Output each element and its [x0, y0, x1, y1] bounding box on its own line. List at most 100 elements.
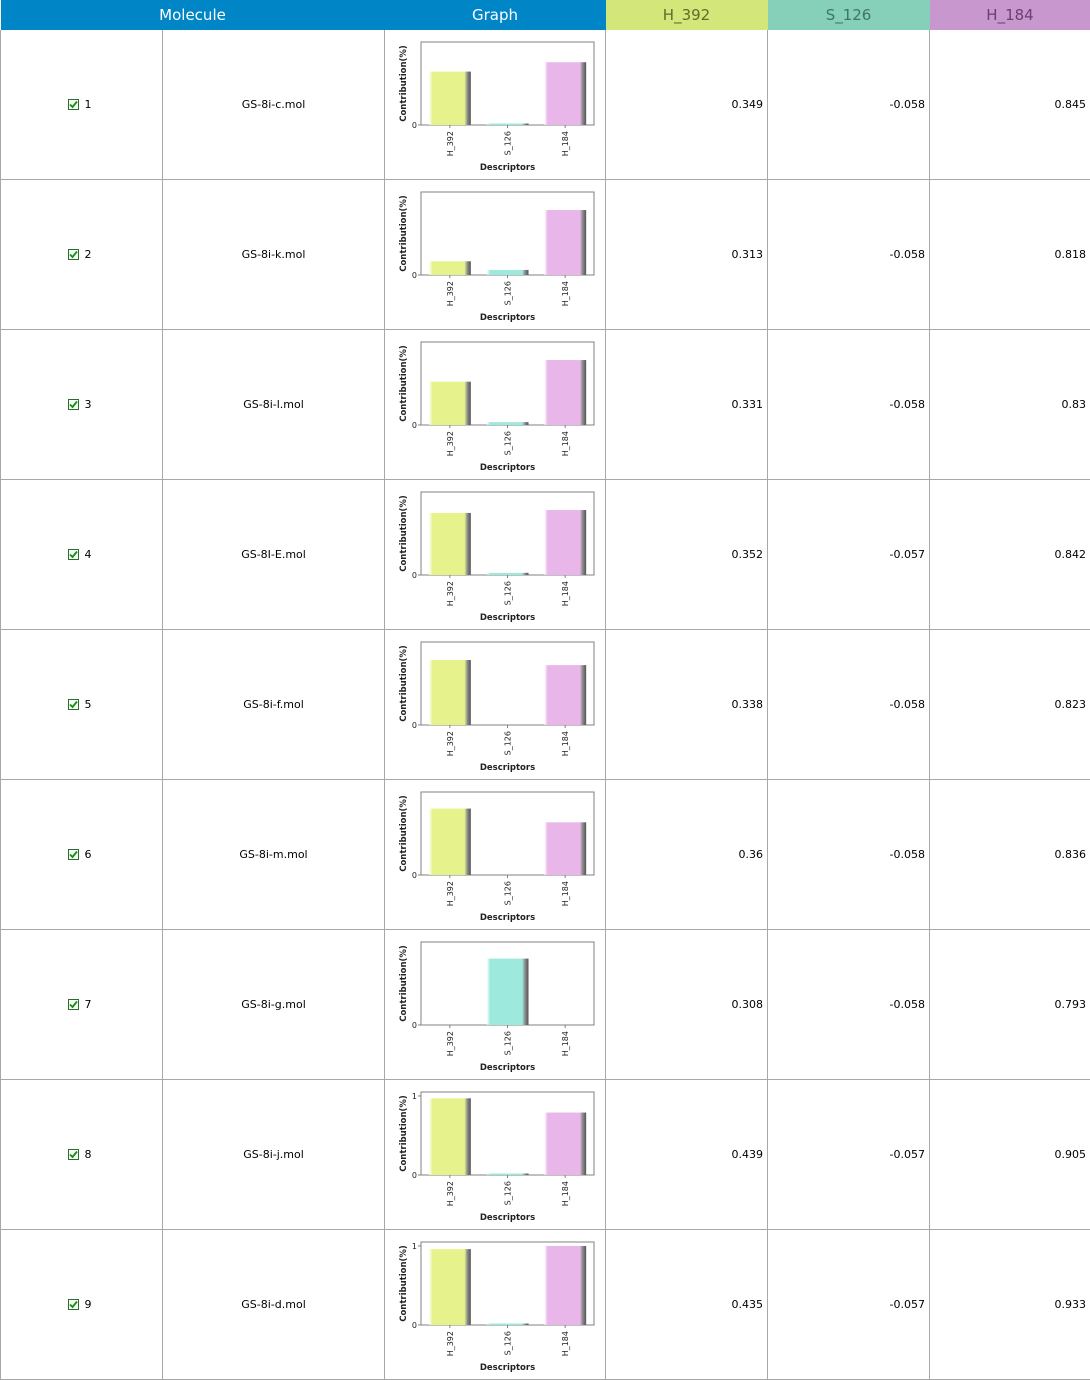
- column-header-h392[interactable]: H_392: [605, 0, 768, 30]
- column-header-molecule[interactable]: Molecule: [0, 0, 385, 30]
- contribution-chart: Contribution(%)0 1 H_392 S_126 H_184 Descript…: [399, 1241, 595, 1373]
- row-checkbox[interactable]: [67, 398, 79, 410]
- column-header-graph[interactable]: Graph: [384, 0, 606, 30]
- table-row[interactable]: 2 GS-8i-k.mol Contribution(%) 0 H_392 S_126 H_…: [0, 179, 1090, 330]
- chart-xlabel: Descriptors: [480, 613, 535, 623]
- chart-ylabel: Contribution(%): [399, 195, 409, 272]
- chart-ytick-1: 1: [412, 1091, 417, 1100]
- graph-cell: Contribution(%) 0 H_392 S_126 H_184 Descripto…: [384, 929, 607, 1080]
- table-row[interactable]: 4 GS-8I-E.mol Contribution(%) 0 H_392 S_126 H_…: [0, 479, 1090, 630]
- contribution-chart: Contribution(%)0 H_392 S_126 H_184 Descripto…: [399, 941, 595, 1073]
- chart-bar-h392: [428, 71, 471, 125]
- checkmark-icon: [68, 250, 78, 258]
- s126-value: -0.058: [767, 30, 931, 180]
- row-checkbox[interactable]: [67, 1298, 79, 1310]
- row-checkbox[interactable]: [67, 548, 79, 560]
- chart-xtick-label: H_184: [561, 431, 570, 456]
- h184-value: 0.842: [929, 479, 1090, 630]
- molecule-cell: GS-8I-E.mol: [161, 479, 386, 630]
- table-row[interactable]: 8 GS-8i-j.mol Contribution(%) 0 1 H_392 S_126 H…: [0, 1079, 1090, 1230]
- molecule-cell: GS-8i-m.mol: [161, 779, 386, 930]
- chart-xtick-label: S_126: [504, 431, 513, 455]
- chart-bar-s126: [486, 269, 529, 275]
- chart-xtick-label: H_184: [561, 131, 570, 156]
- h392-value: 0.36: [605, 779, 769, 930]
- chart-xtick-label: S_126: [504, 881, 513, 905]
- chart-xtick-label: S_126: [504, 731, 513, 755]
- graph-cell: Contribution(%) 0 H_392 S_126 H_184 Descripto…: [384, 779, 607, 930]
- row-checkbox[interactable]: [67, 998, 79, 1010]
- molecule-name: GS-8i-g.mol: [241, 998, 306, 1011]
- chart-xtick-label: H_184: [561, 731, 570, 756]
- row-number-cell: 9: [0, 1229, 163, 1380]
- column-header-h184[interactable]: H_184: [929, 0, 1090, 30]
- chart-bar-h184: [544, 61, 587, 125]
- chart-xtick-label: H_392: [446, 881, 455, 906]
- table-row[interactable]: 7 GS-8i-g.mol Contribution(%) 0 H_392 S_126 H_…: [0, 929, 1090, 1080]
- chart-ylabel: Contribution(%): [399, 795, 409, 872]
- row-checkbox[interactable]: [67, 98, 79, 110]
- checkmark-icon: [68, 400, 78, 408]
- contribution-chart: Contribution(%)0 H_392 S_126 H_184 Descripto…: [399, 341, 595, 473]
- graph-cell: Contribution(%) 0 H_392 S_126 H_184 Descripto…: [384, 179, 607, 330]
- chart-bar-h184: [544, 1112, 587, 1175]
- row-checkbox[interactable]: [67, 698, 79, 710]
- row-number-cell: 1: [0, 30, 163, 180]
- chart-xtick-label: S_126: [504, 1031, 513, 1055]
- h184-value: 0.83: [929, 329, 1090, 480]
- s126-value: -0.057: [767, 1079, 931, 1230]
- h392-value: 0.313: [605, 179, 769, 330]
- row-number: 6: [84, 847, 92, 861]
- molecule-cell: GS-8i-d.mol: [161, 1229, 386, 1380]
- row-checkbox[interactable]: [67, 248, 79, 260]
- chart-ytick-0: 0: [412, 1021, 417, 1030]
- chart-xtick-label: S_126: [504, 581, 513, 605]
- molecule-name: GS-8I-E.mol: [241, 548, 306, 561]
- chart-bar-h184: [544, 209, 587, 275]
- row-checkbox[interactable]: [67, 1148, 79, 1160]
- chart-bar-h392: [428, 659, 471, 725]
- graph-cell: Contribution(%) 0 H_392 S_126 H_184 Descripto…: [384, 479, 607, 630]
- table-row[interactable]: 3 GS-8i-l.mol Contribution(%) 0 H_392 S_126 H_…: [0, 329, 1090, 480]
- h184-value: 0.793: [929, 929, 1090, 1080]
- chart-xtick-label: S_126: [504, 1181, 513, 1205]
- chart-ylabel: Contribution(%): [399, 495, 409, 572]
- row-number-cell: 2: [0, 179, 163, 330]
- chart-ytick-0: 0: [412, 571, 417, 580]
- s126-value: -0.058: [767, 179, 931, 330]
- chart-ytick-0: 0: [412, 121, 417, 130]
- chart-ytick-0: 0: [412, 1321, 417, 1330]
- table-row[interactable]: 9 GS-8i-d.mol Contribution(%) 0 1 H_392 S_126 H…: [0, 1229, 1090, 1380]
- checkmark-icon: [68, 1150, 78, 1158]
- h392-value: 0.352: [605, 479, 769, 630]
- row-number-cell: 5: [0, 629, 163, 780]
- chart-xtick-label: S_126: [504, 131, 513, 155]
- chart-xtick-label: H_392: [446, 131, 455, 156]
- row-number: 2: [84, 247, 92, 261]
- table-row[interactable]: 1 GS-8i-c.mol Contribution(%) 0 H_392 S_126 H_…: [0, 30, 1090, 180]
- row-checkbox[interactable]: [67, 848, 79, 860]
- graph-cell: Contribution(%) 0 1 H_392 S_126 H_184 Descript…: [384, 1079, 607, 1230]
- chart-xlabel: Descriptors: [480, 1213, 535, 1223]
- table-row[interactable]: 6 GS-8i-m.mol Contribution(%) 0 H_392 S_126 H_…: [0, 779, 1090, 930]
- chart-ylabel: Contribution(%): [399, 645, 409, 722]
- chart-xlabel: Descriptors: [480, 763, 535, 773]
- h392-value: 0.349: [605, 30, 769, 180]
- h184-value: 0.818: [929, 179, 1090, 330]
- chart-ylabel: Contribution(%): [399, 1095, 409, 1172]
- graph-cell: Contribution(%) 0 1 H_392 S_126 H_184 Descript…: [384, 1229, 607, 1380]
- chart-ytick-1: 1: [412, 1241, 417, 1250]
- column-header-s126[interactable]: S_126: [767, 0, 930, 30]
- chart-bar-h184: [544, 359, 587, 425]
- checkmark-icon: [68, 550, 78, 558]
- chart-xtick-label: S_126: [504, 1331, 513, 1355]
- chart-xtick-label: H_392: [446, 731, 455, 756]
- row-number-cell: 3: [0, 329, 163, 480]
- chart-xtick-label: H_392: [446, 431, 455, 456]
- table-row[interactable]: 5 GS-8i-f.mol Contribution(%) 0 H_392 S_126 H_…: [0, 629, 1090, 780]
- contribution-chart: Contribution(%)0 H_392 S_126 H_184 Descripto…: [399, 41, 595, 173]
- chart-ytick-0: 0: [412, 721, 417, 730]
- chart-bar-h392: [428, 260, 471, 275]
- molecule-name: GS-8i-j.mol: [243, 1148, 304, 1161]
- chart-bar-s126: [486, 1323, 529, 1325]
